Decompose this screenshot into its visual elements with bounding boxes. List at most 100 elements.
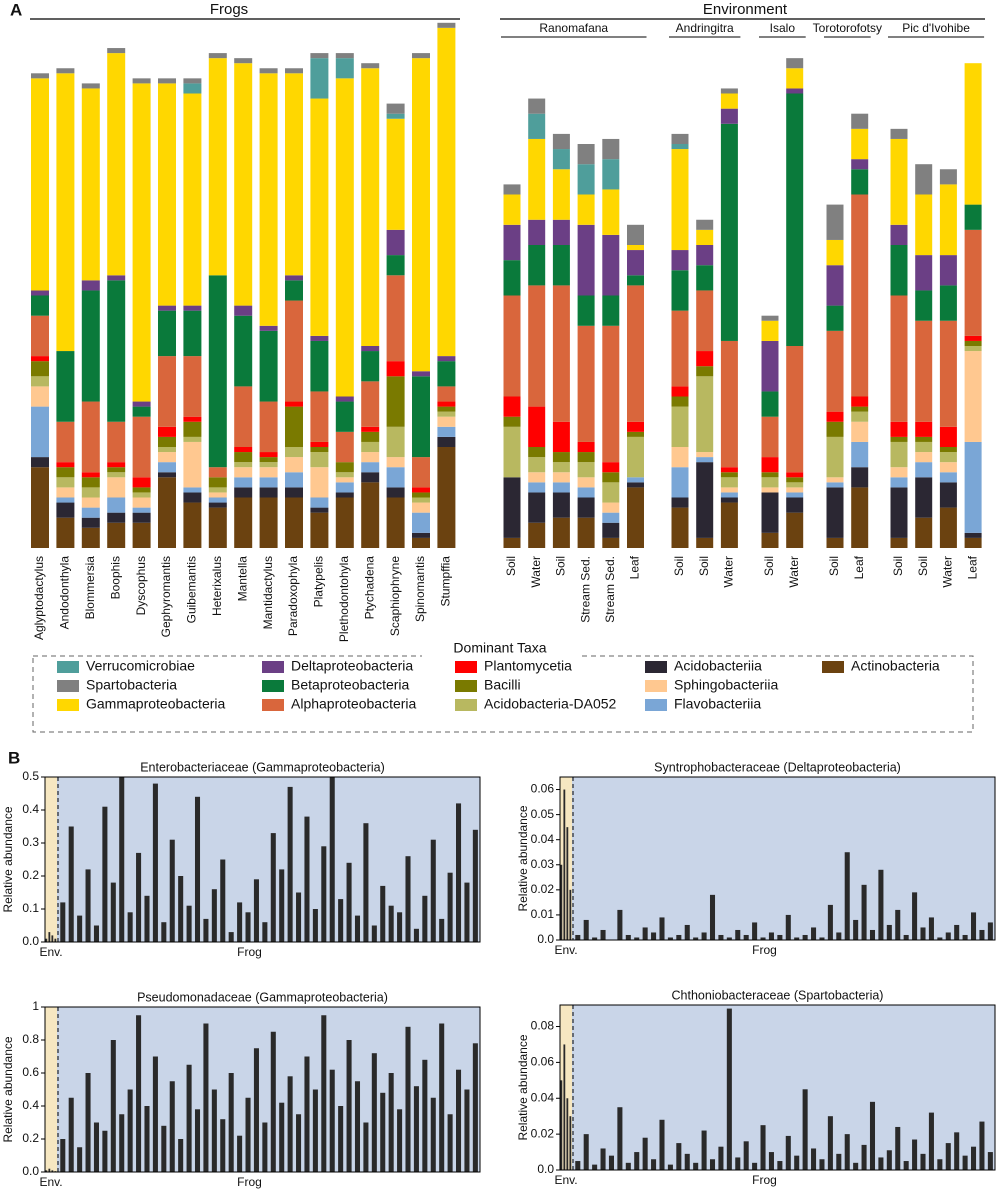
- bar-segment: [107, 53, 126, 276]
- bar-segment: [503, 260, 521, 296]
- bar-segment: [183, 416, 202, 422]
- bar: [169, 1081, 175, 1172]
- bar-segment: [528, 522, 546, 548]
- legend-swatch: [645, 680, 667, 692]
- bar-segment: [528, 406, 546, 447]
- bar-segment: [361, 431, 380, 442]
- bar-segment: [890, 487, 908, 538]
- bar: [245, 1097, 251, 1172]
- bar: [447, 872, 453, 942]
- bar-segment: [107, 421, 126, 463]
- bar-segment: [577, 194, 595, 225]
- bar-segment: [335, 401, 354, 432]
- bar-segment: [552, 472, 570, 483]
- bar-segment: [552, 285, 570, 422]
- y-tick-label: 0.2: [22, 868, 39, 882]
- bar-segment: [386, 118, 405, 230]
- bar-segment: [964, 63, 982, 205]
- bar-segment: [602, 138, 620, 160]
- bar-segment: [720, 93, 738, 109]
- bar-segment: [259, 325, 278, 331]
- legend-swatch: [262, 680, 284, 692]
- bar: [371, 1053, 377, 1172]
- bar-segment: [577, 462, 595, 478]
- bar-segment: [503, 396, 521, 417]
- bar: [962, 1155, 968, 1170]
- bar-segment: [671, 396, 689, 407]
- bar-segment: [503, 477, 521, 538]
- bar-segment: [158, 305, 176, 311]
- bar-segment: [259, 477, 278, 488]
- bar: [684, 924, 690, 940]
- bar: [338, 1106, 344, 1172]
- bar: [48, 1168, 51, 1172]
- bar-segment: [602, 472, 620, 483]
- bar-segment: [81, 487, 100, 498]
- bar: [718, 934, 724, 940]
- bar-segment: [964, 532, 982, 538]
- bar-segment: [964, 537, 982, 548]
- bar-segment: [234, 462, 253, 468]
- legend-title: Dominant Taxa: [453, 640, 546, 656]
- bar: [785, 914, 791, 940]
- bar: [110, 1040, 116, 1172]
- bar-segment: [503, 537, 521, 548]
- bar: [861, 1144, 867, 1170]
- bar-segment: [412, 512, 430, 533]
- legend-label: Flavobacteriia: [674, 696, 761, 712]
- bar: [464, 1089, 470, 1172]
- bar: [726, 937, 732, 940]
- bar-segment: [208, 502, 227, 508]
- bar: [405, 1026, 411, 1172]
- bar: [110, 882, 116, 942]
- bar-segment: [720, 497, 738, 503]
- bar: [617, 1107, 623, 1170]
- bar: [625, 1162, 631, 1170]
- bar: [430, 839, 436, 942]
- bar-segment: [851, 406, 869, 412]
- bar-segment: [964, 229, 982, 336]
- x-tick-label: Water: [529, 556, 543, 588]
- bar-segment: [183, 310, 202, 357]
- bar: [608, 1155, 614, 1170]
- bar-segment: [826, 421, 844, 437]
- bar-segment: [602, 159, 620, 190]
- bar-segment: [56, 477, 75, 488]
- bar-segment: [851, 128, 869, 160]
- bar-segment: [335, 462, 354, 473]
- bar-segment: [56, 487, 75, 498]
- bar: [60, 902, 66, 942]
- bar-segment: [208, 507, 227, 548]
- bar: [676, 934, 682, 940]
- legend-label: Acidobacteria-DA052: [484, 696, 617, 712]
- bar-segment: [412, 457, 430, 488]
- y-tick-label: 0.05: [531, 807, 555, 821]
- bar-segment: [208, 497, 227, 503]
- frog-region: [572, 1005, 995, 1170]
- bar-segment: [335, 472, 354, 478]
- env-region: [560, 777, 572, 940]
- bar: [802, 1089, 808, 1170]
- bar-segment: [183, 83, 202, 94]
- y-tick-label: 0.02: [531, 882, 555, 896]
- bar-segment: [964, 351, 982, 442]
- bar: [844, 852, 850, 940]
- bar: [51, 1170, 54, 1172]
- bar: [119, 1114, 125, 1172]
- bar-segment: [361, 346, 380, 352]
- bar-segment: [939, 447, 957, 453]
- bar-segment: [132, 83, 151, 402]
- bar: [575, 1161, 581, 1170]
- bar-segment: [31, 457, 49, 468]
- x-tick-label: Dyscophus: [134, 556, 148, 615]
- x-tick-label: Water: [722, 556, 736, 588]
- bar: [667, 937, 673, 940]
- group-label: Andringitra: [676, 21, 734, 35]
- bar: [388, 905, 394, 942]
- bar-segment: [310, 497, 329, 508]
- bar-segment: [915, 421, 933, 437]
- bar: [563, 789, 566, 940]
- bar-segment: [107, 512, 126, 523]
- bar: [152, 1056, 158, 1172]
- legend-swatch: [822, 661, 844, 673]
